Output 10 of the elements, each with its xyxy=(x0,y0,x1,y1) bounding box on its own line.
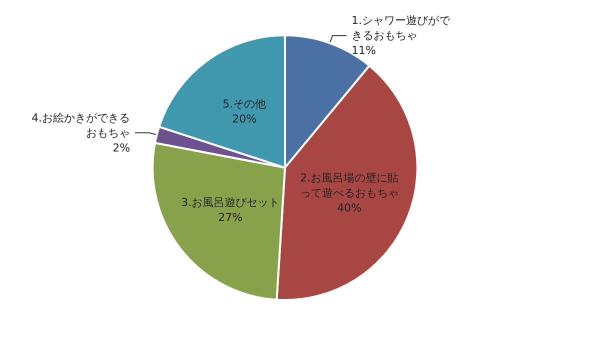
data-label: 27% xyxy=(218,211,243,224)
data-label: 2% xyxy=(112,141,130,154)
data-label: 40% xyxy=(337,202,362,215)
data-label: 20% xyxy=(232,112,257,126)
slice-label: 5.その他 xyxy=(222,98,266,111)
slice-label: 2.お風呂場の壁に貼って遊べるおもちゃ xyxy=(300,172,399,200)
slice-label: 1.シャワー遊びができるおもちゃ xyxy=(352,14,452,42)
slice-label: 3.お風呂遊びセット xyxy=(181,196,280,210)
data-label: 11% xyxy=(352,44,376,58)
slice-label: 4.お絵かきができるおもちゃ xyxy=(32,111,130,140)
